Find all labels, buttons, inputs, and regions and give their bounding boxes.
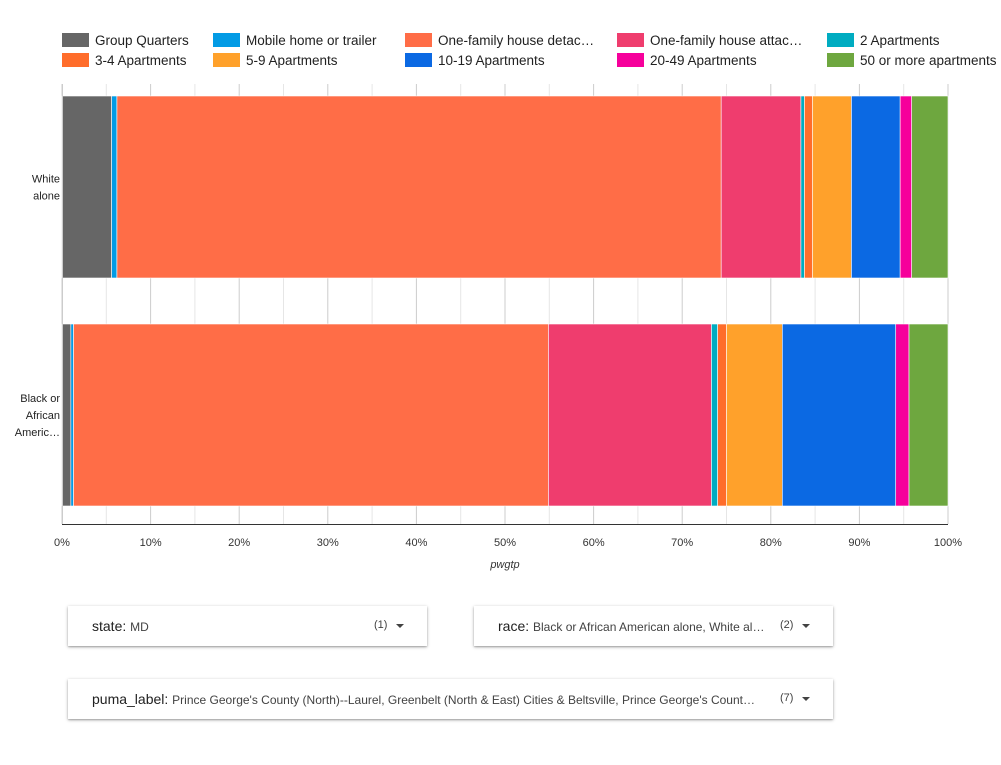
x-axis-title: pwgtp xyxy=(489,559,519,571)
x-tick-label: 80% xyxy=(760,537,782,549)
y-category-label: Black or African Americ… xyxy=(15,393,61,439)
legend-label-2-apartments[interactable]: 2 Apartments xyxy=(860,33,940,48)
legend-swatch-mobile-home-or-trailer[interactable] xyxy=(213,33,240,47)
bar-segment-5-9-apartments-2[interactable] xyxy=(726,323,783,507)
filter-state-name: state xyxy=(92,618,123,634)
legend-label-3-4-apartments[interactable]: 3-4 Apartments xyxy=(95,53,187,68)
legend-label-20-49-apartments[interactable]: 20-49 Apartments xyxy=(650,53,757,68)
bar-segment-one-family-house-attac-1[interactable] xyxy=(720,95,802,279)
bar-segment-group-quarters-1[interactable] xyxy=(61,95,112,279)
bar-segment-one-family-house-detac-1[interactable] xyxy=(116,95,722,279)
filter-state-count: (1) xyxy=(374,619,388,631)
x-tick-label: 30% xyxy=(317,537,339,549)
filter-race-count: (2) xyxy=(780,619,794,631)
filter-puma-label-text: puma_label: Prince George's County (Nort… xyxy=(92,691,755,707)
filter-puma-label-name: puma_label xyxy=(92,691,165,707)
x-tick-label: 20% xyxy=(228,537,250,549)
legend-label-5-9-apartments[interactable]: 5-9 Apartments xyxy=(246,53,338,68)
legend-swatch-10-19-apartments[interactable] xyxy=(405,53,432,67)
bar-segment-2-apartments-2[interactable] xyxy=(711,323,718,507)
bar-segment-10-19-apartments-1[interactable] xyxy=(851,95,901,279)
legend-swatch-50-or-more-apartments[interactable] xyxy=(827,53,854,67)
bar-segment-50-or-more-apartments-1[interactable] xyxy=(911,95,949,279)
legend-label-group-quarters[interactable]: Group Quarters xyxy=(95,33,189,48)
filter-state[interactable]: state: MD (1) xyxy=(68,606,427,646)
filter-puma-label-count: (7) xyxy=(780,692,794,704)
stacked-bar-chart: 0% 10% 20% 30% 40% 50% 60% 70% 80% 90% 100% pwgtp Wh… xyxy=(15,33,997,571)
chevron-down-icon[interactable] xyxy=(802,624,810,628)
x-tick-label: 90% xyxy=(848,537,870,549)
bar-segment-10-19-apartments-2[interactable] xyxy=(782,323,897,507)
legend-label-one-family-house-detac[interactable]: One-family house detac… xyxy=(438,33,594,48)
legend-swatch-group-quarters[interactable] xyxy=(62,33,89,47)
legend-swatch-one-family-house-attac[interactable] xyxy=(617,33,644,47)
legend-swatch-one-family-house-detac[interactable] xyxy=(405,33,432,47)
filter-state-text: state: MD xyxy=(92,618,149,634)
legend-swatch-5-9-apartments[interactable] xyxy=(213,53,240,67)
bar-segment-20-49-apartments-2[interactable] xyxy=(895,323,910,507)
filter-puma-label-value: Prince George's County (North)--Laurel, … xyxy=(172,693,755,707)
x-tick-label: 60% xyxy=(583,537,605,549)
bar-segment-2-apartments-1[interactable] xyxy=(800,95,805,279)
x-tick-label: 100% xyxy=(934,537,962,549)
legend-swatch-3-4-apartments[interactable] xyxy=(62,53,89,67)
filter-race[interactable]: race: Black or African American alone, W… xyxy=(474,606,833,646)
x-tick-label: 10% xyxy=(140,537,162,549)
bar-segment-mobile-home-or-trailer-1[interactable] xyxy=(111,95,118,279)
bar-segment-20-49-apartments-1[interactable] xyxy=(899,95,912,279)
filter-race-name: race xyxy=(498,618,526,634)
chevron-down-icon[interactable] xyxy=(396,624,404,628)
bar-segment-3-4-apartments-2[interactable] xyxy=(717,323,727,507)
x-tick-label: 0% xyxy=(54,537,70,549)
chevron-down-icon[interactable] xyxy=(802,697,810,701)
y-category-label: White alone xyxy=(32,174,60,203)
bar-segment-one-family-house-detac-2[interactable] xyxy=(73,323,549,507)
legend-swatch-2-apartments[interactable] xyxy=(827,33,854,47)
filter-race-text: race: Black or African American alone, W… xyxy=(498,618,765,634)
bar-segment-5-9-apartments-1[interactable] xyxy=(812,95,852,279)
legend-label-mobile-home-or-trailer[interactable]: Mobile home or trailer xyxy=(246,33,377,48)
filter-race-value: Black or African American alone, White a… xyxy=(533,620,765,634)
x-tick-label: 50% xyxy=(494,537,516,549)
x-tick-label: 40% xyxy=(405,537,427,549)
bar-segment-50-or-more-apartments-2[interactable] xyxy=(908,323,949,507)
bar-segment-one-family-house-attac-2[interactable] xyxy=(548,323,712,507)
legend-label-50-or-more-apartments[interactable]: 50 or more apartments xyxy=(860,53,997,68)
bar-segment-mobile-home-or-trailer-2[interactable] xyxy=(70,323,74,507)
bar-segment-3-4-apartments-1[interactable] xyxy=(804,95,813,279)
filter-puma-label[interactable]: puma_label: Prince George's County (Nort… xyxy=(68,679,833,719)
x-tick-label: 70% xyxy=(671,537,693,549)
legend-label-one-family-house-attac[interactable]: One-family house attac… xyxy=(650,33,802,48)
bar-segment-group-quarters-2[interactable] xyxy=(61,323,72,507)
filter-state-value: MD xyxy=(130,620,149,634)
legend-swatch-20-49-apartments[interactable] xyxy=(617,53,644,67)
legend-label-10-19-apartments[interactable]: 10-19 Apartments xyxy=(438,53,545,68)
chart-svg: 0% 10% 20% 30% 40% 50% 60% 70% 80% 90% 100% pwgtp Wh… xyxy=(15,33,997,571)
